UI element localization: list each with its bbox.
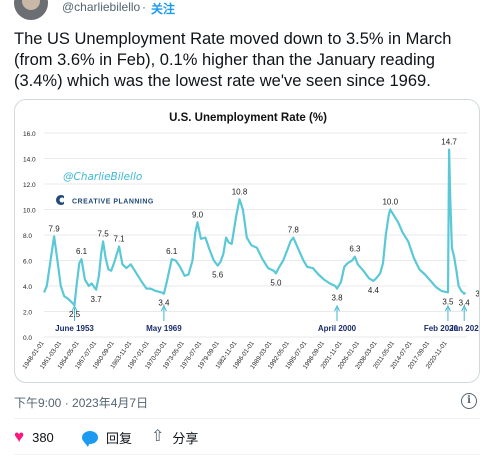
creative-planning-logo: CREATIVE PLANNING xyxy=(56,195,154,206)
like-button[interactable]: ♥ 380 xyxy=(14,428,54,446)
data-label: 3.7 xyxy=(91,295,103,304)
annotation-arrowhead xyxy=(445,304,451,312)
data-label: 3.5 xyxy=(475,289,480,298)
reply-label: 回复 xyxy=(106,430,133,446)
like-count: 380 xyxy=(32,429,54,445)
watermark-text: @CharlieBilello xyxy=(63,171,142,183)
avatar[interactable] xyxy=(14,0,48,20)
data-label: 3.8 xyxy=(331,294,343,303)
y-tick-label: 4.0 xyxy=(23,284,32,291)
data-label: 6.3 xyxy=(349,245,361,254)
action-bar: ♥ 380 回复 ⇧ 分享 xyxy=(14,428,484,447)
data-label: 6.1 xyxy=(166,247,178,256)
y-tick-label: 12.0 xyxy=(23,182,36,189)
data-labels: 7.9 2.5 6.1 3.7 7.5 7.1 3.4 6.1 9.0 5.6 10.8 5.0 7.8… xyxy=(49,138,480,320)
tweet-text: The US Unemployment Rate moved down to 3… xyxy=(14,30,452,90)
annotation-label: June 1953 xyxy=(55,324,94,333)
y-axis-ticks: 0.0 2.0 4.0 6.0 8.0 10.0 12.0 14.0 16.0 xyxy=(23,131,36,342)
tweet-header: @charliebilello · 关注 xyxy=(0,0,493,20)
annotation-arrowhead xyxy=(461,304,468,312)
tweet-timestamp[interactable]: 下午9:00 · 2023年4月7日 xyxy=(14,396,149,410)
data-label: 3.5 xyxy=(442,297,454,306)
data-label: 10.8 xyxy=(232,187,248,196)
annotation-arrowhead xyxy=(71,304,78,312)
y-tick-label: 10.0 xyxy=(23,208,36,215)
data-label: 3.4 xyxy=(459,299,471,308)
data-label: 7.5 xyxy=(98,229,110,238)
heart-icon: ♥ xyxy=(14,427,25,446)
data-label: 7.1 xyxy=(114,234,126,243)
y-tick-label: 8.0 xyxy=(23,233,32,240)
data-label: 7.8 xyxy=(288,226,300,235)
data-label: 9.0 xyxy=(192,210,204,219)
annotation-label: Jan 2023 xyxy=(449,324,480,333)
share-button[interactable]: ⇧ 分享 xyxy=(151,428,198,446)
data-label: 6.1 xyxy=(76,247,88,256)
data-label: 5.0 xyxy=(270,278,282,287)
chart-card[interactable]: U.S. Unemployment Rate (%) 0.0 2.0 4.0 6.0 8… xyxy=(14,99,480,383)
annotation-arrowhead xyxy=(160,304,167,312)
unemployment-chart: U.S. Unemployment Rate (%) 0.0 2.0 4.0 6.0 8… xyxy=(21,112,480,371)
data-label: 10.0 xyxy=(382,198,398,207)
annotation-arrowhead xyxy=(334,304,340,312)
share-icon: ⇧ xyxy=(151,428,165,445)
y-tick-label: 16.0 xyxy=(23,131,36,138)
logo-text: CREATIVE PLANNING xyxy=(72,199,154,206)
y-tick-label: 2.0 xyxy=(23,310,32,317)
reply-bubble-icon xyxy=(82,430,98,447)
data-label: 7.9 xyxy=(49,224,61,233)
annotation-label: Feb 2020 xyxy=(424,324,459,333)
share-label: 分享 xyxy=(172,430,199,446)
data-label: 14.7 xyxy=(441,138,457,147)
annotation-arrows xyxy=(71,304,468,321)
logo-mark-icon xyxy=(56,195,64,205)
follow-button[interactable]: 关注 xyxy=(151,2,176,16)
divider xyxy=(14,418,480,419)
reply-button[interactable]: 回复 xyxy=(82,428,133,447)
y-tick-label: 6.0 xyxy=(23,259,32,266)
data-label: 3.4 xyxy=(158,299,170,308)
annotation-label: May 1969 xyxy=(146,324,182,333)
data-label: 2.5 xyxy=(69,310,81,319)
chart-title: U.S. Unemployment Rate (%) xyxy=(169,112,327,124)
data-label: 5.6 xyxy=(212,271,224,280)
separator-dot: · xyxy=(142,0,146,14)
unemployment-series-line xyxy=(42,148,467,307)
x-axis-ticks: 1948-01-011951-03-011954-05-011957-07-01… xyxy=(21,340,448,371)
data-label: 4.4 xyxy=(368,286,380,295)
annotation-label: April 2000 xyxy=(318,324,357,333)
y-tick-label: 0.0 xyxy=(23,335,32,342)
y-tick-label: 14.0 xyxy=(23,157,36,164)
next-tweet-edge xyxy=(14,454,480,462)
author-handle[interactable]: @charliebilello xyxy=(62,0,141,14)
info-icon[interactable]: i xyxy=(461,393,477,409)
